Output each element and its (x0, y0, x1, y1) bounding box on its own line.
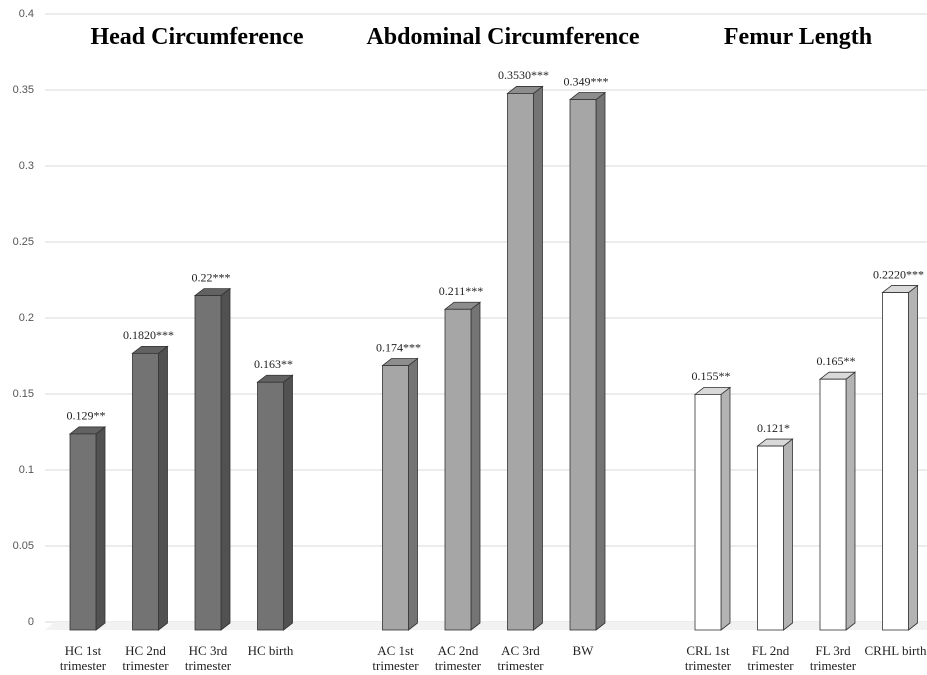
bar-side (783, 438, 793, 631)
value-label: 0.174*** (376, 340, 421, 354)
x-tick-label: AC 2nd trimester (434, 643, 482, 673)
value-label: 0.349*** (564, 74, 609, 88)
y-tick-label: 0.15 (13, 388, 34, 400)
bar (382, 365, 409, 631)
value-label: 0.3530*** (498, 68, 549, 82)
group-title: Head Circumference (90, 24, 304, 50)
bar (757, 445, 784, 631)
y-tick-label: 0 (28, 616, 34, 628)
bar-side (908, 284, 918, 631)
group-title: Abdominal Circumference (366, 24, 640, 50)
bar-side (470, 301, 481, 631)
bar-side (283, 374, 293, 631)
y-tick-label: 0.1 (19, 464, 34, 476)
x-tick-label: FL 3rd trimester (809, 643, 857, 673)
value-label: 0.155** (692, 369, 731, 383)
value-label: 0.165** (817, 354, 856, 368)
bar (257, 381, 284, 631)
y-tick-label: 0.4 (19, 8, 34, 20)
y-tick-label: 0.05 (13, 540, 34, 552)
value-label: 0.211*** (439, 284, 484, 298)
bar (194, 295, 222, 631)
y-tick-label: 0.25 (13, 236, 34, 248)
bar (882, 292, 909, 631)
floor (45, 622, 927, 630)
bar-side (158, 345, 168, 631)
bar-side (220, 287, 231, 631)
bar (69, 433, 97, 631)
value-label: 0.163** (254, 357, 293, 371)
x-tick-label: CRL 1st trimester (684, 643, 732, 673)
x-tick-label: HC 2nd trimester (122, 643, 169, 673)
bar-side (408, 357, 418, 631)
bar (132, 352, 159, 631)
value-label: 0.121* (757, 421, 790, 435)
bar-side (95, 426, 106, 631)
x-tick-label: CRHL birth (864, 643, 927, 658)
x-tick-label: AC 3rd trimester (497, 643, 544, 673)
x-tick-label: AC 1st trimester (372, 643, 419, 673)
value-label: 0.22*** (192, 270, 231, 284)
x-tick-label: HC birth (247, 643, 294, 658)
bar (444, 308, 472, 631)
bar (507, 93, 534, 631)
y-tick-label: 0.3 (19, 160, 34, 172)
bar (569, 99, 597, 631)
value-label: 0.129** (67, 409, 106, 423)
value-label: 0.1820*** (123, 328, 174, 342)
bar-side (533, 85, 543, 631)
group-title: Femur Length (723, 24, 873, 50)
bar (819, 378, 847, 631)
y-tick-label: 0.2 (19, 312, 34, 324)
x-tick-label: BW (572, 643, 594, 658)
bar-side (595, 91, 606, 631)
bar-side (720, 386, 731, 631)
x-tick-label: HC 1st trimester (59, 643, 107, 673)
y-tick-label: 0.35 (13, 84, 34, 96)
x-tick-label: FL 2nd trimester (747, 643, 794, 673)
bar (694, 393, 722, 631)
x-tick-label: HC 3rd trimester (184, 643, 232, 673)
value-label: 0.2220*** (873, 267, 924, 281)
bar-side (845, 371, 856, 631)
